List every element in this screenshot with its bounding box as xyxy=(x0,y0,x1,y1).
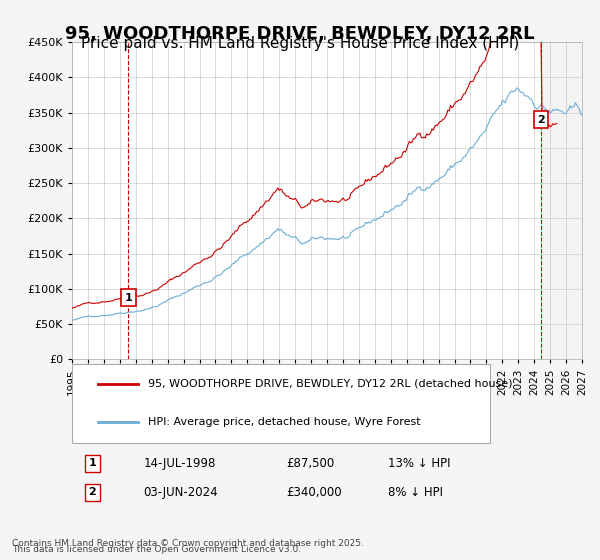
Text: 2: 2 xyxy=(537,115,545,124)
Text: £87,500: £87,500 xyxy=(286,457,334,470)
Text: HPI: Average price, detached house, Wyre Forest: HPI: Average price, detached house, Wyre… xyxy=(149,417,421,427)
Text: £340,000: £340,000 xyxy=(286,486,342,499)
Text: 1: 1 xyxy=(89,458,96,468)
FancyBboxPatch shape xyxy=(72,363,490,444)
Text: Contains HM Land Registry data © Crown copyright and database right 2025.: Contains HM Land Registry data © Crown c… xyxy=(12,539,364,548)
Text: 8% ↓ HPI: 8% ↓ HPI xyxy=(388,486,443,499)
Text: 1: 1 xyxy=(125,293,132,302)
Text: Price paid vs. HM Land Registry's House Price Index (HPI): Price paid vs. HM Land Registry's House … xyxy=(81,36,519,52)
Text: 95, WOODTHORPE DRIVE, BEWDLEY, DY12 2RL (detached house): 95, WOODTHORPE DRIVE, BEWDLEY, DY12 2RL … xyxy=(149,379,513,389)
Text: 14-JUL-1998: 14-JUL-1998 xyxy=(143,457,216,470)
Text: This data is licensed under the Open Government Licence v3.0.: This data is licensed under the Open Gov… xyxy=(12,545,301,554)
Text: 2: 2 xyxy=(89,487,96,497)
Text: 03-JUN-2024: 03-JUN-2024 xyxy=(143,486,218,499)
Text: 95, WOODTHORPE DRIVE, BEWDLEY, DY12 2RL: 95, WOODTHORPE DRIVE, BEWDLEY, DY12 2RL xyxy=(65,25,535,43)
Text: 13% ↓ HPI: 13% ↓ HPI xyxy=(388,457,451,470)
Bar xyxy=(541,42,582,360)
